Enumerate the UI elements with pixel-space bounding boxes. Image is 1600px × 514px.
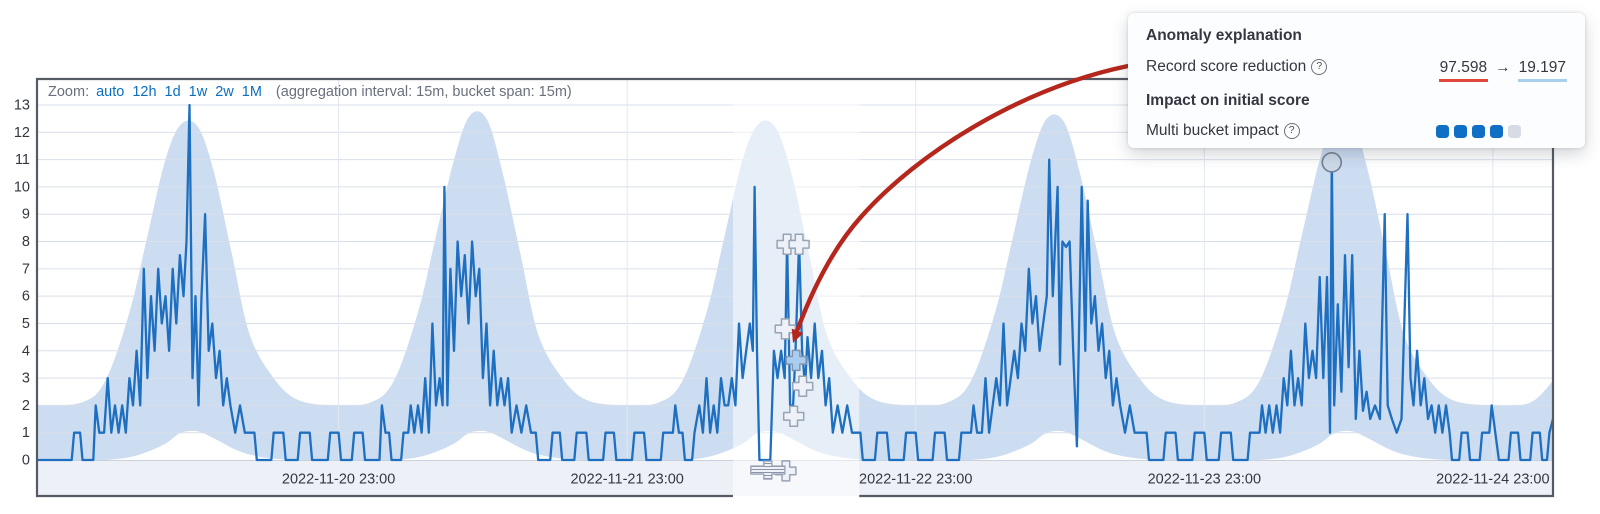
anomaly-marker-cross — [788, 233, 810, 256]
chart-frame — [35, 77, 1555, 498]
chart-zoom-controls: Zoom: auto 12h 1d 1w 2w 1M (aggregation inter… — [48, 84, 572, 100]
impact-squares — [1436, 125, 1521, 138]
y-axis-tick-label: 3 — [22, 371, 30, 387]
anomaly-marker-selected — [785, 349, 807, 372]
impact-square-empty — [1508, 125, 1521, 138]
impact-title: Impact on initial score — [1146, 92, 1310, 109]
help-icon[interactable]: ? — [1311, 59, 1328, 75]
anomaly-marker-cross — [782, 405, 805, 428]
zoom-links: auto 12h 1d 1w 2w 1M — [96, 84, 262, 100]
tooltip-title: Anomaly explanation — [1146, 27, 1302, 44]
zoom-option-1w[interactable]: 1w — [188, 84, 208, 100]
zoom-option-auto[interactable]: auto — [96, 84, 125, 100]
annotation-arrow — [794, 63, 1131, 334]
y-axis-tick-label: 12 — [14, 125, 30, 141]
multi-bucket-label-text: Multi bucket impact — [1146, 122, 1279, 139]
x-axis-tick-label: 2022-11-21 23:00 — [570, 472, 683, 488]
help-icon[interactable]: ? — [1283, 123, 1300, 139]
multi-bucket-label: Multi bucket impact? — [1146, 122, 1300, 141]
y-axis-tick-label: 10 — [14, 179, 30, 195]
selected-time-range — [732, 79, 860, 496]
record-score-label: Record score reduction? — [1146, 58, 1328, 77]
x-axis-tick-label: 2022-11-23 23:00 — [1148, 472, 1261, 488]
score-to: 19.197 — [1517, 58, 1567, 82]
annotation-arrowhead — [791, 328, 804, 343]
y-axis-tick-label: 13 — [14, 98, 30, 114]
x-axis-tick-label: 2022-11-20 23:00 — [282, 472, 395, 488]
score-values: 97.598 → 19.197 — [1438, 58, 1567, 82]
arrow-right-icon: → — [1495, 58, 1511, 76]
y-axis-tick-label: 1 — [22, 425, 30, 441]
zoom-option-1M[interactable]: 1M — [241, 84, 262, 100]
anomaly-explanation-tooltip: Anomaly explanation Record score reducti… — [1128, 13, 1585, 148]
y-axis-tick-label: 9 — [22, 207, 30, 223]
y-axis-tick-label: 0 — [22, 453, 30, 469]
zoom-option-2w[interactable]: 2w — [215, 84, 234, 100]
zoom-label: Zoom: — [48, 84, 90, 100]
y-axis-tick-label: 4 — [22, 343, 30, 359]
impact-square-filled — [1490, 125, 1503, 138]
x-axis-labels: 2022-11-20 23:00 2022-11-21 23:00 2022-11-… — [282, 472, 1550, 488]
multi-bucket-marker — [750, 460, 786, 480]
y-axis-tick-label: 8 — [22, 234, 30, 250]
zoom-option-1d[interactable]: 1d — [164, 84, 181, 100]
impact-square-filled — [1436, 125, 1449, 138]
score-from: 97.598 — [1438, 58, 1489, 82]
x-axis-tick-label: 2022-11-24 23:00 — [1436, 472, 1549, 488]
anomaly-marker-cross — [791, 375, 814, 398]
y-axis-tick-label: 5 — [22, 316, 30, 332]
record-score-label-text: Record score reduction — [1146, 58, 1307, 75]
aggregation-note: (aggregation interval: 15m, bucket span:… — [275, 84, 572, 100]
y-axis-tick-label: 2 — [22, 398, 30, 414]
y-axis-tick-label: 7 — [22, 261, 30, 277]
y-axis-tick-label: 6 — [22, 289, 30, 305]
zoom-option-12h[interactable]: 12h — [132, 84, 157, 100]
x-axis-tick-label: 2022-11-22 23:00 — [859, 472, 972, 488]
impact-square-filled — [1472, 125, 1485, 138]
y-axis-tick-label: 11 — [15, 152, 30, 168]
impact-square-filled — [1454, 125, 1467, 138]
anomaly-marker-circle — [1321, 152, 1343, 173]
